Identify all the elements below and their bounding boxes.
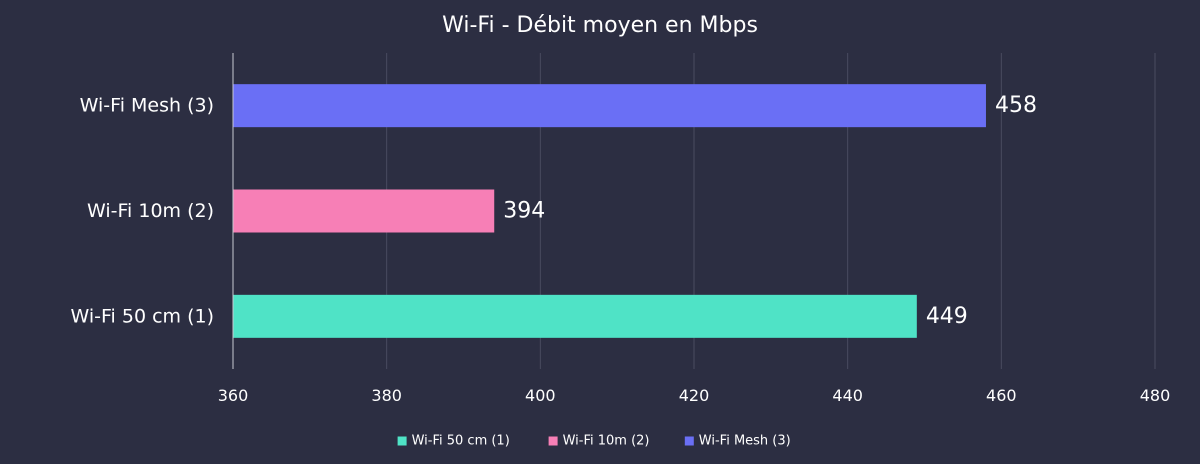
category-label: Wi-Fi 50 cm (1) — [71, 305, 215, 327]
legend-swatch — [548, 436, 558, 446]
value-labels: 458 394 449 — [503, 93, 1037, 329]
x-tick-label: 380 — [371, 386, 402, 405]
data-label: 449 — [926, 304, 968, 329]
x-tick-label: 420 — [679, 386, 710, 405]
bar — [233, 189, 495, 233]
legend-label: Wi-Fi 50 cm (1) — [412, 434, 510, 449]
category-label: Wi-Fi Mesh (3) — [80, 95, 214, 117]
category-label: Wi-Fi 10m (2) — [87, 200, 214, 222]
legend-label: Wi-Fi Mesh (3) — [699, 434, 791, 449]
category-labels: Wi-Fi Mesh (3) Wi-Fi 10m (2) Wi-Fi 50 cm (… — [71, 95, 215, 328]
bar — [233, 294, 917, 338]
legend-swatch — [397, 436, 407, 446]
legend-swatch — [684, 436, 694, 446]
x-tick-label: 360 — [218, 386, 249, 405]
x-axis-ticks: 360 380 400 420 440 460 480 — [218, 386, 1171, 405]
data-label: 394 — [503, 199, 545, 224]
legend-label: Wi-Fi 10m (2) — [563, 434, 650, 449]
chart-title: Wi-Fi - Débit moyen en Mbps — [442, 13, 758, 38]
bar — [233, 84, 986, 128]
x-tick-label: 480 — [1140, 386, 1171, 405]
x-tick-label: 460 — [986, 386, 1017, 405]
x-tick-label: 440 — [832, 386, 863, 405]
bars — [233, 84, 986, 338]
x-tick-label: 400 — [525, 386, 556, 405]
data-label: 458 — [995, 93, 1037, 118]
legend: Wi-Fi 50 cm (1) Wi-Fi 10m (2) Wi-Fi Mesh (… — [397, 434, 791, 449]
